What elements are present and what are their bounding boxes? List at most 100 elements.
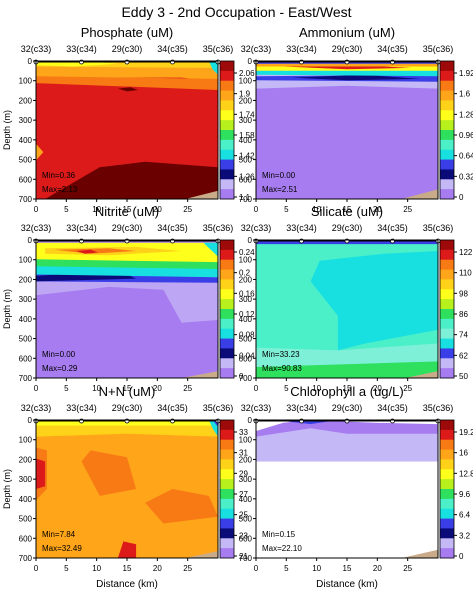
station-label: 34(c35) <box>157 223 188 233</box>
contour-band <box>256 428 438 462</box>
colorbar-segment <box>220 449 234 460</box>
x-tick-label: 15 <box>123 205 132 214</box>
colorbar-tick-label: 0 <box>459 552 464 561</box>
colorbar-frame <box>219 419 235 559</box>
min-label: Min=0.00 <box>262 171 296 180</box>
min-label: Min=33.23 <box>262 350 300 359</box>
x-tick-label: 25 <box>183 564 192 573</box>
y-tick-label: 100 <box>239 436 253 445</box>
max-label: Max=2.51 <box>262 185 298 194</box>
colorbar-segment <box>440 309 454 320</box>
colorbar-segment <box>440 120 454 131</box>
colorbar-segment <box>440 328 454 339</box>
y-tick-label: 400 <box>239 315 253 324</box>
contour-band <box>310 251 438 351</box>
x-tick-label: 20 <box>373 384 382 393</box>
colorbar-segment <box>440 279 454 290</box>
colorbar-segment <box>440 269 454 280</box>
colorbar-segment <box>220 429 234 441</box>
colorbar-tick-label: 0.12 <box>239 310 255 319</box>
colorbar-segment <box>220 479 234 490</box>
colorbar-segment <box>440 159 454 170</box>
x-tick-label: 5 <box>64 384 69 393</box>
colorbar-segment <box>440 61 454 72</box>
colorbar-frame <box>219 60 235 200</box>
colorbar-segment <box>440 469 454 480</box>
colorbar-segment <box>220 420 234 431</box>
colorbar-segment <box>440 489 454 500</box>
x-axis-label: Distance (km) <box>96 579 158 590</box>
colorbar-tick-label: 1.6 <box>459 90 471 99</box>
x-tick-label: 0 <box>254 564 259 573</box>
y-tick-label: 100 <box>19 256 33 265</box>
contour-band <box>256 69 438 77</box>
x-tick-label: 20 <box>153 564 162 573</box>
colorbar-segment <box>220 259 234 270</box>
y-tick-label: 400 <box>19 315 33 324</box>
y-tick-label: 700 <box>19 554 33 563</box>
panel-6: Chlorophyll a (ug/L) 32(c33) 33(c34) 29(c30… <box>239 384 473 573</box>
x-tick-label: 0 <box>34 205 39 214</box>
colorbar-tick-label: 0.2 <box>239 269 251 278</box>
colorbar-segment <box>440 338 454 349</box>
y-tick-label: 700 <box>239 374 253 383</box>
x-tick-label: 20 <box>153 205 162 214</box>
contour-band <box>117 541 137 558</box>
colorbar-segment <box>220 120 234 131</box>
x-tick-label: 15 <box>343 384 352 393</box>
colorbar-tick-label: 0.32 <box>459 172 473 181</box>
colorbar-segment <box>440 439 454 450</box>
colorbar-segment <box>220 498 234 510</box>
y-tick-label: 700 <box>19 374 33 383</box>
min-label: Min=0.36 <box>42 171 76 180</box>
colorbar-tick-label: 122 <box>459 248 473 257</box>
colorbar-segment <box>220 548 234 559</box>
colorbar-segment <box>440 249 454 261</box>
colorbar-segment <box>220 240 234 251</box>
colorbar-segment <box>220 348 234 359</box>
y-tick-label: 0 <box>248 236 253 245</box>
contour-band <box>36 143 44 161</box>
colorbar-segment <box>220 508 234 519</box>
colorbar-segment <box>220 179 234 190</box>
colorbar-segment <box>220 368 234 379</box>
y-tick-label: 100 <box>19 77 33 86</box>
contour-band <box>36 66 218 82</box>
contour-band <box>185 551 218 558</box>
colorbar-tick-label: 29 <box>239 469 248 478</box>
colorbar-tick-label: 1.9 <box>239 90 251 99</box>
x-axis-label: Distance (km) <box>316 579 378 590</box>
contour-band <box>185 190 218 199</box>
colorbar-segment <box>440 100 454 111</box>
y-axis-label: Depth (m) <box>2 289 12 329</box>
colorbar-segment <box>440 498 454 510</box>
x-tick-label: 25 <box>183 384 192 393</box>
panel-2: Ammonium (uM) 32(c33) 33(c34) 29(c30) 34(c35… <box>239 25 473 214</box>
x-tick-label: 0 <box>34 564 39 573</box>
colorbar-tick-label: 12.8 <box>459 469 473 478</box>
colorbar-tick-label: 62 <box>459 351 468 360</box>
panel-title: Silicate (uM) <box>311 204 383 219</box>
colorbar-tick-label: 16 <box>459 449 468 458</box>
station-label: 32(c33) <box>241 403 272 413</box>
contour-band <box>81 450 137 496</box>
y-tick-label: 200 <box>239 275 253 284</box>
x-tick-label: 0 <box>254 384 259 393</box>
colorbar-segment <box>220 338 234 349</box>
max-label: Max=90.83 <box>262 364 302 373</box>
x-tick-label: 25 <box>403 384 412 393</box>
colorbar-segment <box>440 299 454 310</box>
contour-band <box>145 489 218 524</box>
panel-4: Silicate (uM) 32(c33) 33(c34) 29(c30) 34(c35… <box>239 204 473 393</box>
colorbar-segment <box>220 469 234 480</box>
y-tick-label: 400 <box>19 495 33 504</box>
colorbar-tick-label: 3.2 <box>459 531 471 540</box>
y-tick-label: 200 <box>239 96 253 105</box>
station-label: 29(c30) <box>332 44 363 54</box>
colorbar-segment <box>440 368 454 379</box>
colorbar-tick-label: 0 <box>459 193 464 202</box>
colorbar-frame <box>219 239 235 379</box>
colorbar-segment <box>440 70 454 82</box>
station-label: 35(c36) <box>423 223 454 233</box>
